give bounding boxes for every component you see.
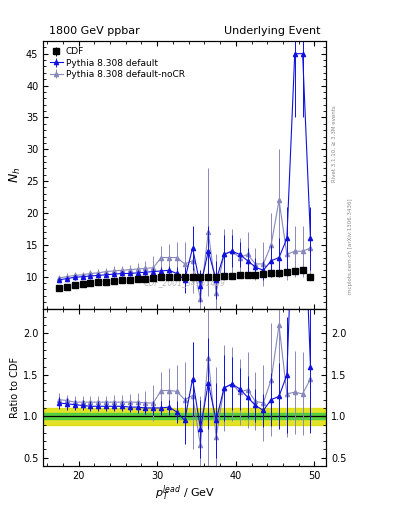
- Bar: [43, 413, 326, 419]
- Text: 1800 GeV ppbar: 1800 GeV ppbar: [49, 26, 140, 36]
- Text: mcplots.cern.ch [arXiv:1306.3436]: mcplots.cern.ch [arXiv:1306.3436]: [348, 198, 353, 293]
- X-axis label: $p_T^{lead}$ / GeV: $p_T^{lead}$ / GeV: [154, 483, 215, 503]
- Text: Rivet 3.1.10, ≥ 3.3M events: Rivet 3.1.10, ≥ 3.3M events: [332, 105, 337, 182]
- Text: Underlying Event: Underlying Event: [224, 26, 321, 36]
- Text: CDF_2001_S4751469: CDF_2001_S4751469: [144, 278, 226, 287]
- Y-axis label: $N_h$: $N_h$: [8, 166, 23, 183]
- Bar: [43, 408, 326, 425]
- Legend: CDF, Pythia 8.308 default, Pythia 8.308 default-noCR: CDF, Pythia 8.308 default, Pythia 8.308 …: [48, 46, 187, 80]
- Y-axis label: Ratio to CDF: Ratio to CDF: [10, 357, 20, 418]
